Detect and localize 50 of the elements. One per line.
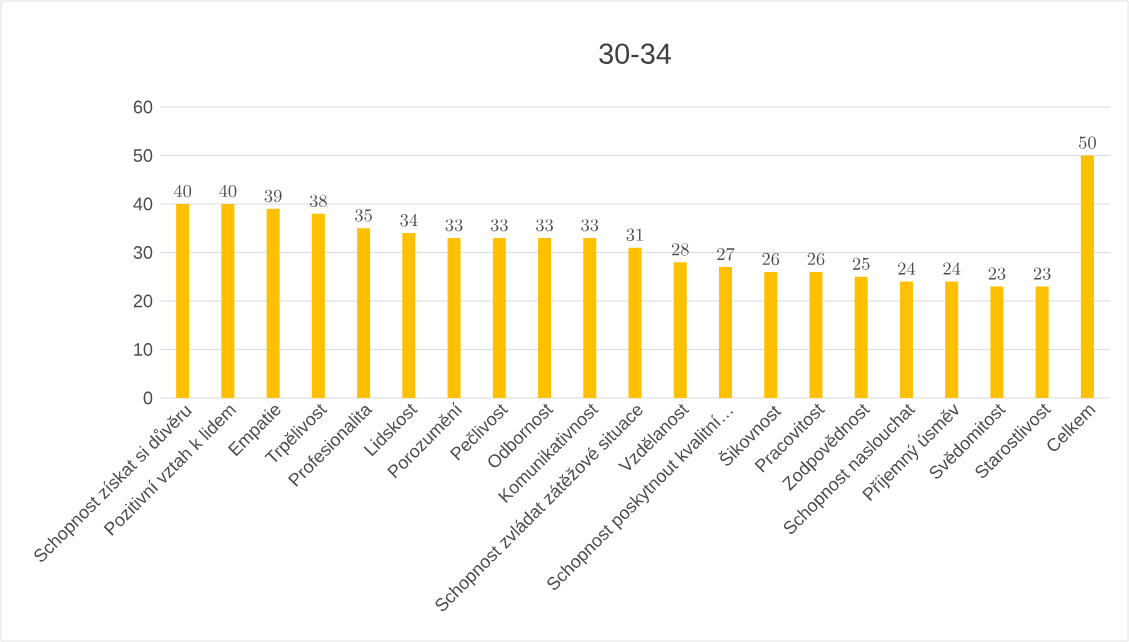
bar — [628, 247, 642, 398]
bar — [583, 237, 597, 398]
bar — [311, 213, 325, 398]
y-tick-label: 40 — [133, 197, 153, 211]
y-tick-label: 10 — [134, 343, 153, 356]
bar — [1035, 286, 1049, 398]
data-label: 27 — [717, 247, 735, 261]
bar — [357, 228, 371, 398]
data-label: 39 — [264, 189, 282, 203]
bar — [538, 237, 552, 398]
data-label: 24 — [898, 262, 916, 275]
y-tick-label: 60 — [133, 100, 153, 114]
y-tick-label: 20 — [133, 294, 153, 308]
bar — [854, 276, 868, 398]
data-label: 26 — [807, 252, 825, 266]
bar — [1080, 155, 1094, 398]
data-label: 50 — [1079, 136, 1096, 149]
data-label: 31 — [626, 228, 643, 241]
data-label: 35 — [355, 209, 372, 222]
data-label: 38 — [309, 194, 327, 208]
bar — [492, 237, 506, 398]
bar — [447, 237, 461, 398]
y-tick-label: 0 — [143, 391, 153, 405]
bar — [809, 271, 823, 398]
bar — [673, 262, 687, 398]
data-label: 26 — [762, 252, 780, 266]
data-label: 33 — [581, 218, 599, 232]
data-label: 28 — [671, 243, 689, 256]
data-label: 40 — [219, 184, 237, 198]
bar — [176, 204, 190, 398]
data-label: 33 — [536, 218, 553, 232]
data-label: 24 — [943, 262, 961, 275]
chart-title: 30-34 — [599, 43, 671, 64]
bar — [945, 281, 959, 398]
bar — [764, 271, 778, 398]
bar — [899, 281, 913, 398]
data-label: 33 — [445, 218, 463, 232]
data-label: 33 — [490, 218, 508, 232]
y-tick-label: 30 — [133, 246, 153, 259]
y-tick-label: 50 — [133, 149, 153, 162]
bar — [402, 233, 416, 398]
data-label: 34 — [400, 213, 418, 227]
data-label: 40 — [173, 184, 192, 198]
bar — [221, 204, 235, 398]
bar — [718, 267, 732, 398]
bar — [266, 208, 280, 398]
data-label: 23 — [1033, 267, 1051, 280]
bar — [990, 286, 1004, 398]
data-label: 23 — [988, 267, 1006, 280]
data-label: 25 — [852, 257, 870, 271]
